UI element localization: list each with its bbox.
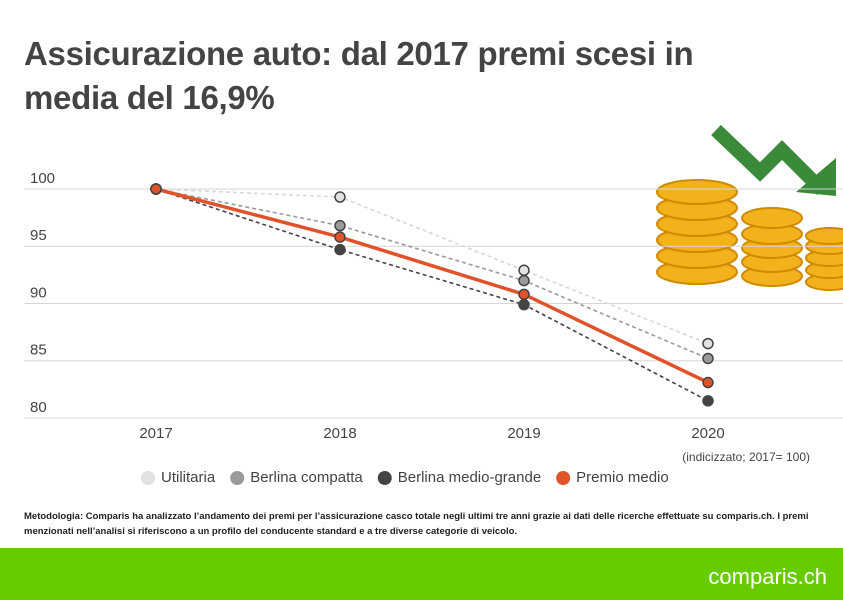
point xyxy=(702,395,714,407)
coins-decoration xyxy=(656,124,843,291)
y-tick-label: 100 xyxy=(30,170,55,187)
series-line xyxy=(155,188,709,345)
point xyxy=(334,243,346,256)
legend-label: Premio medio xyxy=(576,469,669,486)
chart-title: Assicurazione auto: dal 2017 premi scesi… xyxy=(24,35,694,116)
chart: 80 85 90 95 100 2017 2018 2019 2020 (indicizzato… xyxy=(24,124,843,486)
footer-bar: comparis.ch xyxy=(0,548,843,600)
logo: comparis.ch xyxy=(708,564,827,589)
series-line xyxy=(155,187,709,385)
point xyxy=(518,298,530,311)
legend-label: Berlina medio-grande xyxy=(398,469,541,486)
point xyxy=(518,274,530,287)
point xyxy=(334,191,346,203)
x-tick-label: 2018 xyxy=(323,425,356,442)
series-line xyxy=(155,188,709,402)
note: (indicizzato; 2017= 100) xyxy=(682,450,810,464)
y-tick-label: 80 xyxy=(30,399,47,416)
legend-marker xyxy=(141,471,155,485)
point xyxy=(702,352,714,365)
legend-label: Utilitaria xyxy=(161,469,216,486)
methodology: Metodologia: Comparis ha analizzato l’an… xyxy=(24,511,809,537)
legend-marker xyxy=(556,471,571,485)
series-line xyxy=(155,188,709,360)
legend-marker xyxy=(230,471,245,485)
point xyxy=(334,231,346,243)
x-tick-label: 2019 xyxy=(507,425,540,442)
legend-label: Berlina compatta xyxy=(250,469,363,486)
y-tick-label: 95 xyxy=(30,227,47,244)
plot-area: 80 85 90 95 100 2017 2018 2019 2020 xyxy=(24,170,843,442)
point xyxy=(150,183,162,195)
point xyxy=(518,288,530,301)
y-tick-label: 90 xyxy=(30,284,47,301)
point xyxy=(702,337,714,350)
x-tick-label: 2020 xyxy=(691,425,724,442)
point xyxy=(518,264,530,277)
point xyxy=(334,219,346,232)
point xyxy=(702,376,714,389)
legend-marker xyxy=(377,471,392,485)
y-tick-label: 85 xyxy=(30,342,47,359)
x-tick-label: 2017 xyxy=(139,425,172,442)
